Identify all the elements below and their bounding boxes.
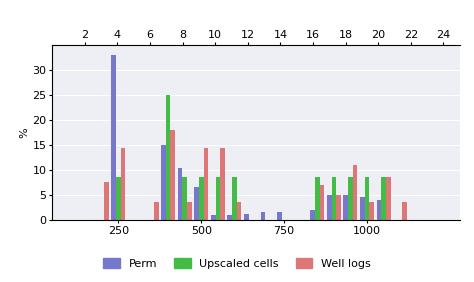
Bar [104, 182, 109, 220]
Bar [154, 202, 158, 220]
Bar [377, 200, 381, 220]
Bar [336, 195, 341, 220]
Bar [161, 145, 166, 220]
Bar [199, 177, 204, 220]
Bar [171, 130, 175, 220]
Bar [116, 177, 121, 220]
Bar [216, 177, 220, 220]
Bar [348, 177, 353, 220]
Bar [353, 165, 357, 220]
Legend: Perm, Upscaled cells, Well logs: Perm, Upscaled cells, Well logs [99, 254, 375, 274]
Bar [111, 55, 116, 220]
Bar [360, 197, 365, 220]
Bar [344, 195, 348, 220]
Bar [365, 177, 369, 220]
Bar [182, 177, 187, 220]
Bar [220, 147, 225, 220]
Bar [232, 177, 237, 220]
Bar [327, 195, 331, 220]
Bar [261, 212, 265, 220]
Bar [319, 185, 324, 220]
Bar [178, 168, 182, 220]
Bar [228, 215, 232, 220]
Bar [211, 215, 216, 220]
Bar [237, 202, 241, 220]
Y-axis label: %: % [20, 127, 30, 138]
Bar [121, 147, 126, 220]
Bar [402, 202, 407, 220]
Bar [386, 177, 391, 220]
Bar [194, 188, 199, 220]
Bar [369, 202, 374, 220]
Bar [166, 95, 171, 220]
Bar [310, 210, 315, 220]
Bar [381, 177, 386, 220]
Bar [187, 202, 191, 220]
Bar [244, 214, 249, 220]
Bar [315, 177, 319, 220]
Bar [204, 147, 208, 220]
Bar [277, 212, 282, 220]
Bar [331, 177, 336, 220]
